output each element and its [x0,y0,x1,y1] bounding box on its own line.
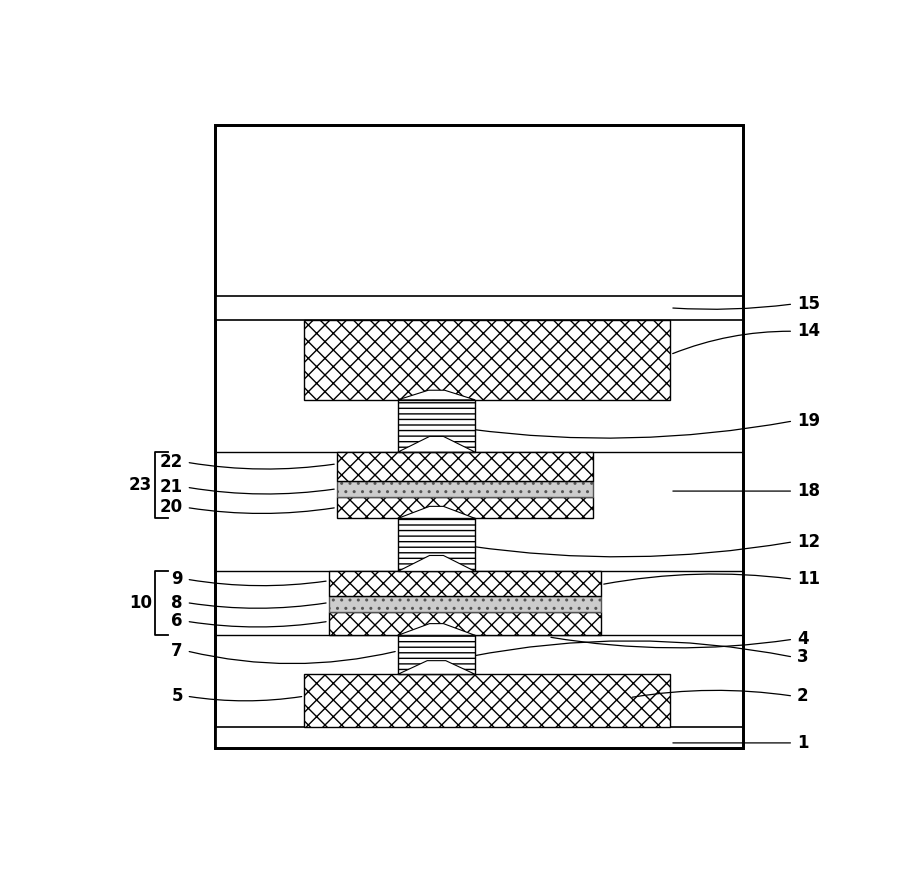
Bar [398,400,475,452]
Text: 18: 18 [797,482,820,500]
Text: 2: 2 [797,687,809,706]
Text: 3: 3 [797,648,809,666]
Bar [216,727,743,748]
Bar [216,125,743,748]
Text: 12: 12 [797,533,820,550]
Polygon shape [398,436,475,452]
Polygon shape [398,556,475,571]
Text: 5: 5 [171,687,183,706]
Text: 19: 19 [797,412,820,430]
Bar [216,296,743,320]
Bar [337,452,593,481]
Bar [305,320,670,400]
Bar [329,597,601,612]
Text: 22: 22 [159,453,183,471]
Bar [337,496,593,518]
Text: 15: 15 [797,295,820,313]
Polygon shape [398,506,475,518]
Polygon shape [398,624,475,635]
Polygon shape [398,660,475,674]
Bar [305,674,670,727]
Text: 8: 8 [171,593,183,611]
Text: 10: 10 [129,594,152,612]
Text: 23: 23 [129,476,152,494]
Polygon shape [398,390,475,400]
Bar [398,518,475,571]
Bar [337,481,593,496]
Bar [216,125,743,748]
Text: 7: 7 [171,642,183,660]
Text: 4: 4 [797,631,809,648]
Text: 21: 21 [160,478,183,496]
Bar [329,571,601,597]
Text: 6: 6 [171,612,183,631]
Text: 1: 1 [797,734,809,752]
Bar [329,612,601,635]
Text: 11: 11 [797,571,820,588]
Text: 20: 20 [160,498,183,517]
Text: 14: 14 [797,322,820,341]
Bar [398,635,475,674]
Text: 9: 9 [171,571,183,588]
